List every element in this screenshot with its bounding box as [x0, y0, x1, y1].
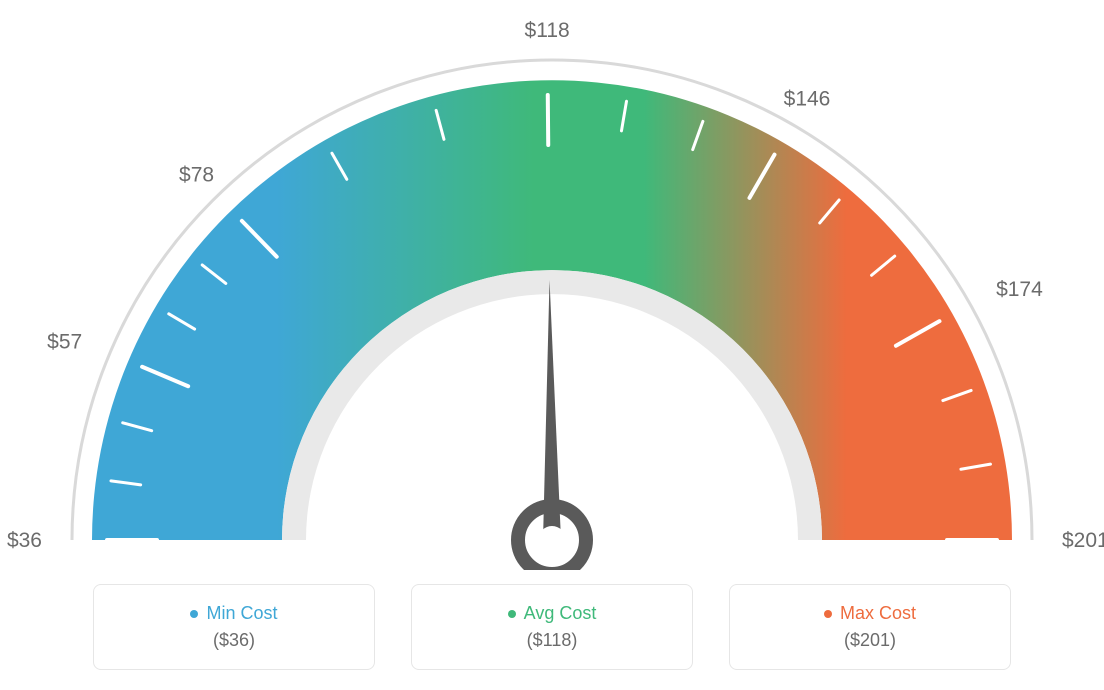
legend-label-max: Max Cost	[840, 603, 916, 624]
legend-value-min: ($36)	[213, 630, 255, 651]
legend-label-avg: Avg Cost	[524, 603, 597, 624]
legend-row: Min Cost ($36) Avg Cost ($118) Max Cost …	[0, 584, 1104, 670]
svg-text:$57: $57	[47, 330, 82, 353]
svg-text:$36: $36	[7, 529, 42, 552]
legend-label-min: Min Cost	[206, 603, 277, 624]
legend-title-avg: Avg Cost	[508, 603, 597, 624]
dot-icon	[824, 610, 832, 618]
gauge-chart: $36 $57 $78 $118 $146 $174 $201	[0, 0, 1104, 570]
legend-title-min: Min Cost	[190, 603, 277, 624]
svg-text:$78: $78	[179, 163, 214, 186]
dot-icon	[190, 610, 198, 618]
svg-text:$201: $201	[1062, 529, 1104, 552]
svg-text:$146: $146	[784, 87, 831, 110]
legend-value-max: ($201)	[844, 630, 896, 651]
gauge-svg: $36 $57 $78 $118 $146 $174 $201	[0, 0, 1104, 570]
dot-icon	[508, 610, 516, 618]
legend-card-min: Min Cost ($36)	[93, 584, 375, 670]
legend-value-avg: ($118)	[527, 630, 578, 651]
chart-container: $36 $57 $78 $118 $146 $174 $201 Min Cost ($36)…	[0, 0, 1104, 690]
legend-card-avg: Avg Cost ($118)	[411, 584, 693, 670]
svg-text:$118: $118	[525, 19, 570, 42]
legend-card-max: Max Cost ($201)	[729, 584, 1011, 670]
svg-text:$174: $174	[996, 278, 1043, 301]
legend-title-max: Max Cost	[824, 603, 916, 624]
